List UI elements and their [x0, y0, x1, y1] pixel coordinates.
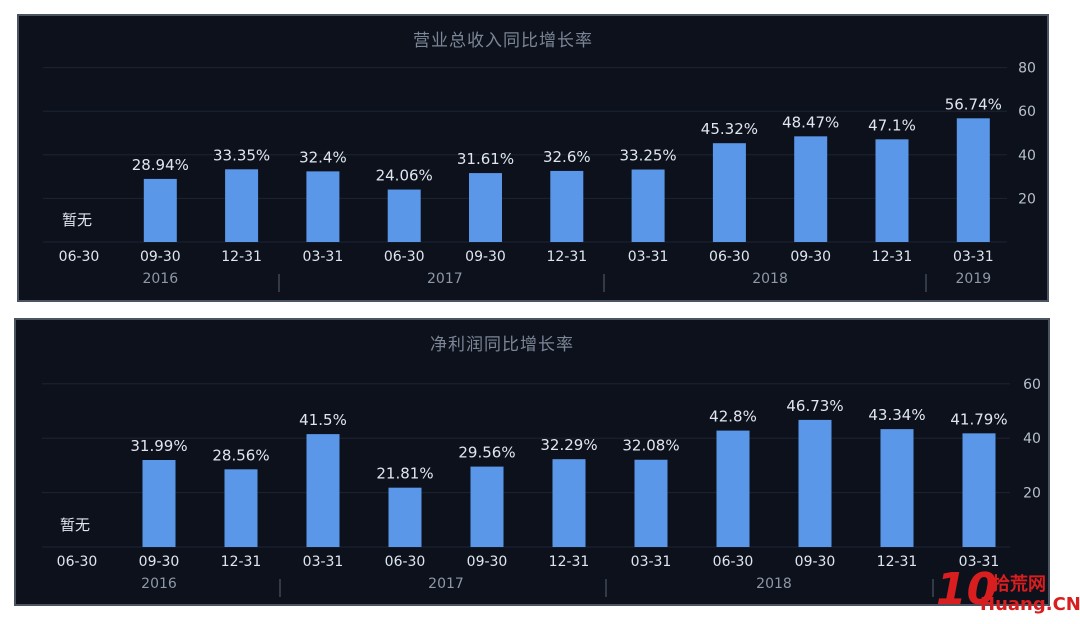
bar — [634, 459, 668, 547]
bar — [956, 118, 990, 242]
y-tick-label: 20 — [1023, 486, 1041, 502]
net-profit-growth-plot: 20 40 60 暂无 06-30 31.99% 09-30 28.56% 12-31 41.5%… — [42, 377, 1041, 597]
year-label: 2017 — [428, 576, 464, 592]
bar — [469, 173, 502, 242]
y-tick-label: 60 — [1018, 104, 1036, 120]
data-label: 45.32% — [701, 120, 758, 138]
year-label: 2017 — [427, 271, 463, 287]
data-label: 41.79% — [950, 410, 1007, 428]
year-label: 2018 — [752, 271, 788, 287]
data-label: 43.34% — [868, 406, 925, 424]
data-label: 32.29% — [540, 436, 597, 454]
x-tick-label: 09-30 — [140, 249, 181, 265]
year-label: 2018 — [756, 576, 792, 592]
x-tick-label: 06-30 — [59, 249, 100, 265]
data-label: 28.94% — [132, 156, 189, 174]
x-tick-label: 09-30 — [465, 249, 506, 265]
x-tick-label: 03-31 — [631, 554, 672, 570]
data-label: 31.61% — [457, 150, 514, 168]
bar — [470, 466, 504, 547]
data-label: 31.99% — [130, 437, 187, 455]
data-label: 28.56% — [212, 446, 269, 464]
x-tick-label: 09-30 — [790, 249, 831, 265]
data-label: 46.73% — [786, 397, 843, 415]
bar — [631, 169, 665, 242]
x-tick-label: 12-31 — [546, 249, 587, 265]
x-tick-label: 09-30 — [139, 554, 180, 570]
data-label: 42.8% — [709, 408, 757, 426]
data-label: 32.6% — [543, 148, 591, 166]
y-tick-label: 60 — [1023, 377, 1041, 393]
no-data-label: 暂无 — [62, 211, 92, 229]
x-tick-label: 12-31 — [221, 249, 262, 265]
site-watermark-logo: 10 拾荒网 Huang.CN — [934, 564, 1080, 620]
watermark-domain: Huang.CN — [980, 594, 1080, 615]
x-tick-label: 03-31 — [628, 249, 669, 265]
y-tick-label: 20 — [1018, 191, 1036, 207]
x-tick-label: 12-31 — [549, 554, 590, 570]
x-tick-label: 03-31 — [959, 554, 1000, 570]
x-tick-label: 03-31 — [303, 554, 344, 570]
x-tick-label: 12-31 — [877, 554, 918, 570]
data-label: 24.06% — [376, 167, 433, 185]
x-tick-label: 06-30 — [709, 249, 750, 265]
data-label: 47.1% — [868, 116, 916, 134]
bar — [225, 169, 259, 242]
bar — [794, 136, 828, 242]
data-label: 41.5% — [299, 411, 347, 429]
x-tick-label: 09-30 — [795, 554, 836, 570]
x-tick-label: 12-31 — [221, 554, 262, 570]
chart-title: 营业总收入同比增长率 — [413, 31, 593, 51]
bar — [143, 178, 177, 242]
bar — [306, 434, 340, 547]
watermark-number: 10 — [936, 564, 998, 615]
bar — [880, 429, 914, 547]
x-tick-label: 06-30 — [385, 554, 426, 570]
year-label: 2016 — [142, 271, 178, 287]
bar — [388, 487, 422, 547]
bar — [142, 459, 176, 547]
y-tick-label: 40 — [1018, 148, 1036, 164]
data-label: 32.08% — [622, 437, 679, 455]
data-label: 29.56% — [458, 444, 515, 462]
x-tick-label: 12-31 — [872, 249, 913, 265]
revenue-growth-plot: 20 40 60 80 暂无 06-30 28.94% 09-30 33.35% 12-31 32.… — [43, 61, 1036, 292]
bar — [550, 170, 584, 242]
bar — [552, 459, 586, 547]
data-label: 33.35% — [213, 146, 270, 164]
data-label: 33.25% — [619, 147, 676, 165]
x-tick-label: 03-31 — [303, 249, 344, 265]
x-tick-label: 06-30 — [57, 554, 98, 570]
x-tick-label: 06-30 — [713, 554, 754, 570]
year-label: 2019 — [955, 271, 991, 287]
revenue-growth-chart: 营业总收入同比增长率 20 40 60 80 暂无 06-30 28.94% 09-30 33.… — [17, 14, 1049, 302]
data-label: 48.47% — [782, 113, 839, 131]
net-profit-growth-chart: 净利润同比增长率 20 40 60 暂无 06-30 31.99% 09-30 28.56% 1… — [14, 318, 1050, 606]
x-tick-label: 09-30 — [467, 554, 508, 570]
y-tick-label: 80 — [1018, 61, 1036, 77]
x-tick-label: 06-30 — [384, 249, 425, 265]
bar — [798, 419, 832, 547]
x-tick-label: 03-31 — [953, 249, 994, 265]
bar — [387, 189, 421, 242]
y-tick-label: 40 — [1023, 431, 1041, 447]
no-data-label: 暂无 — [60, 516, 90, 534]
chart-title: 净利润同比增长率 — [430, 335, 574, 355]
bar — [712, 143, 746, 242]
data-label: 21.81% — [376, 465, 433, 483]
data-label: 32.4% — [299, 148, 347, 166]
watermark-site-name: 拾荒网 — [992, 574, 1046, 595]
bar — [306, 171, 340, 242]
bar — [875, 139, 909, 242]
year-label: 2016 — [141, 576, 177, 592]
bar — [962, 433, 996, 547]
bar — [716, 430, 750, 547]
data-label: 56.74% — [945, 95, 1002, 113]
bar — [224, 469, 258, 547]
